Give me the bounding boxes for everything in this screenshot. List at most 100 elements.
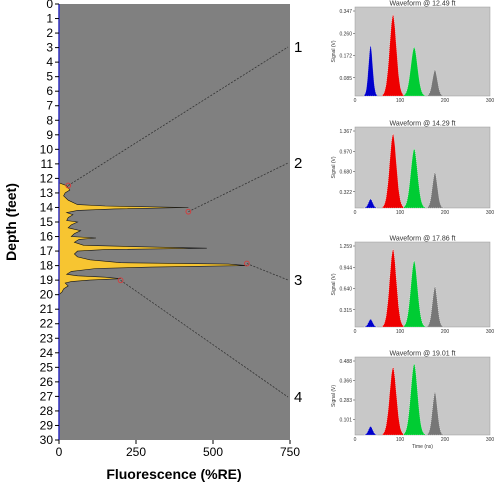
callout-marker — [185, 208, 192, 215]
y-tick-label: 11 — [41, 157, 54, 171]
waveform-peak-blue — [363, 45, 378, 97]
waveform-y-tick-label: 1.367 — [339, 129, 352, 135]
waveform-y-tick-label: 0.101 — [339, 418, 352, 424]
waveform-plot-area — [354, 6, 491, 97]
y-tick-label: 22 — [40, 317, 54, 331]
y-tick-label: 14 — [40, 200, 54, 214]
y-tick-label: 18 — [40, 259, 54, 273]
waveform-y-tick-label: 1.259 — [339, 244, 352, 250]
waveform-peak-gray — [426, 391, 444, 436]
waveform-panel-3: Waveform @ 17.86 ft 1.259 0.944 0.640 0.315 0… — [331, 236, 494, 336]
waveform-y-axis-label: Signal (V) — [331, 156, 337, 178]
waveform-title: Waveform @ 17.86 ft — [390, 236, 456, 243]
y-tick-label: 23 — [40, 331, 54, 345]
y-tick-label: 12 — [40, 171, 54, 185]
waveform-y-tick-label: 0.944 — [339, 265, 352, 271]
waveform-peak-red — [382, 14, 405, 97]
waveform-peak-green — [403, 46, 426, 97]
y-tick-label: 7 — [46, 99, 53, 113]
waveform-title: Waveform @ 12.49 ft — [390, 1, 456, 8]
waveform-x-tick-label: 100 — [396, 98, 405, 104]
waveform-x-tick-label: 0 — [354, 329, 357, 335]
waveform-x-tick-label: 0 — [354, 437, 357, 443]
x-tick-label: 500 — [203, 445, 223, 459]
waveform-x-tick-label: 300 — [486, 98, 495, 104]
waveform-peak-red — [382, 132, 405, 209]
waveform-title: Waveform @ 14.29 ft — [390, 121, 456, 128]
callout-line — [120, 279, 289, 398]
annotation-callouts: 1 2 3 4 — [65, 39, 302, 406]
waveform-peak-blue — [363, 318, 378, 328]
waveform-y-tick-label: 0.970 — [339, 149, 352, 155]
waveform-x-tick-label: 200 — [441, 98, 450, 104]
y-tick-label: 26 — [40, 375, 54, 389]
y-axis-label: Depth (feet) — [3, 183, 19, 261]
x-axis-ticks: 0 250 500 750 — [56, 440, 300, 459]
waveform-y-tick-label: 0.260 — [339, 31, 352, 37]
waveform-peak-gray — [426, 69, 444, 97]
waveform-y-tick-label: 0.315 — [339, 308, 352, 314]
y-tick-label: 24 — [40, 346, 54, 360]
y-tick-label: 2 — [46, 26, 53, 40]
y-tick-label: 8 — [46, 113, 53, 127]
y-tick-label: 13 — [40, 186, 54, 200]
callout-label: 4 — [294, 389, 302, 406]
waveform-peak-green — [403, 147, 426, 209]
waveform-panel-2: Waveform @ 14.29 ft 1.367 0.970 0.680 0.322 0… — [331, 121, 494, 217]
waveform-y-tick-label: 0.347 — [339, 9, 352, 15]
waveform-peak-blue — [363, 198, 378, 209]
waveform-x-axis-label: Time (ns) — [412, 444, 433, 450]
x-axis-label: Fluorescence (%RE) — [106, 466, 241, 482]
y-tick-label: 0 — [46, 0, 53, 11]
callout-marker — [65, 182, 72, 189]
y-tick-label: 9 — [46, 128, 53, 142]
waveform-x-tick-label: 0 — [354, 98, 357, 104]
callout-line — [188, 162, 289, 213]
y-tick-label: 15 — [40, 215, 54, 229]
waveform-y-tick-label: 0.283 — [339, 398, 352, 404]
waveform-peak-green — [403, 259, 426, 328]
waveform-panels: Waveform @ 12.49 ft 0.347 0.260 0.172 0.085 0… — [331, 1, 494, 451]
waveform-x-tick-label: 300 — [486, 210, 495, 216]
waveform-y-axis-label: Signal (V) — [331, 273, 337, 295]
waveform-plot-area — [354, 356, 491, 436]
waveform-peak-blue — [363, 426, 378, 436]
waveform-y-tick-label: 0.085 — [339, 76, 352, 82]
waveform-x-tick-label: 100 — [396, 329, 405, 335]
waveform-x-tick-label: 300 — [486, 437, 495, 443]
waveform-peak-red — [382, 248, 405, 328]
x-tick-label: 750 — [280, 445, 300, 459]
y-tick-label: 19 — [40, 273, 54, 287]
waveform-y-tick-label: 0.366 — [339, 379, 352, 385]
callout-marker — [117, 277, 124, 284]
waveform-panel-4: Waveform @ 19.01 ft 0.488 0.366 0.283 0.101 0… — [331, 351, 494, 451]
callout-marker — [243, 260, 250, 267]
waveform-y-tick-label: 0.322 — [339, 190, 352, 196]
y-tick-label: 10 — [40, 142, 54, 156]
y-tick-label: 25 — [40, 360, 54, 374]
waveform-plot-area — [354, 126, 491, 209]
y-axis-ticks: 0123456789101112131415161718192021222324… — [40, 0, 59, 447]
profile-area — [58, 182, 247, 296]
waveform-title: Waveform @ 19.01 ft — [390, 351, 456, 358]
y-tick-label: 5 — [46, 70, 53, 84]
waveform-y-axis-label: Signal (V) — [331, 385, 337, 407]
waveform-y-tick-label: 0.680 — [339, 170, 352, 176]
waveform-x-tick-label: 200 — [441, 437, 450, 443]
y-tick-label: 16 — [40, 230, 54, 244]
callout-label: 1 — [294, 39, 302, 56]
waveform-x-tick-label: 300 — [486, 329, 495, 335]
waveform-y-tick-label: 0.640 — [339, 287, 352, 293]
y-tick-label: 29 — [40, 418, 54, 432]
fluorescence-profile — [58, 182, 247, 296]
waveform-x-tick-label: 200 — [441, 210, 450, 216]
callout-line — [246, 263, 289, 281]
waveform-peak-red — [382, 366, 405, 436]
waveform-plot-area — [354, 241, 491, 328]
y-tick-label: 20 — [40, 288, 54, 302]
y-tick-label: 4 — [46, 55, 53, 69]
x-tick-label: 250 — [126, 445, 146, 459]
y-tick-label: 6 — [46, 84, 53, 98]
callout-label: 3 — [294, 272, 302, 289]
